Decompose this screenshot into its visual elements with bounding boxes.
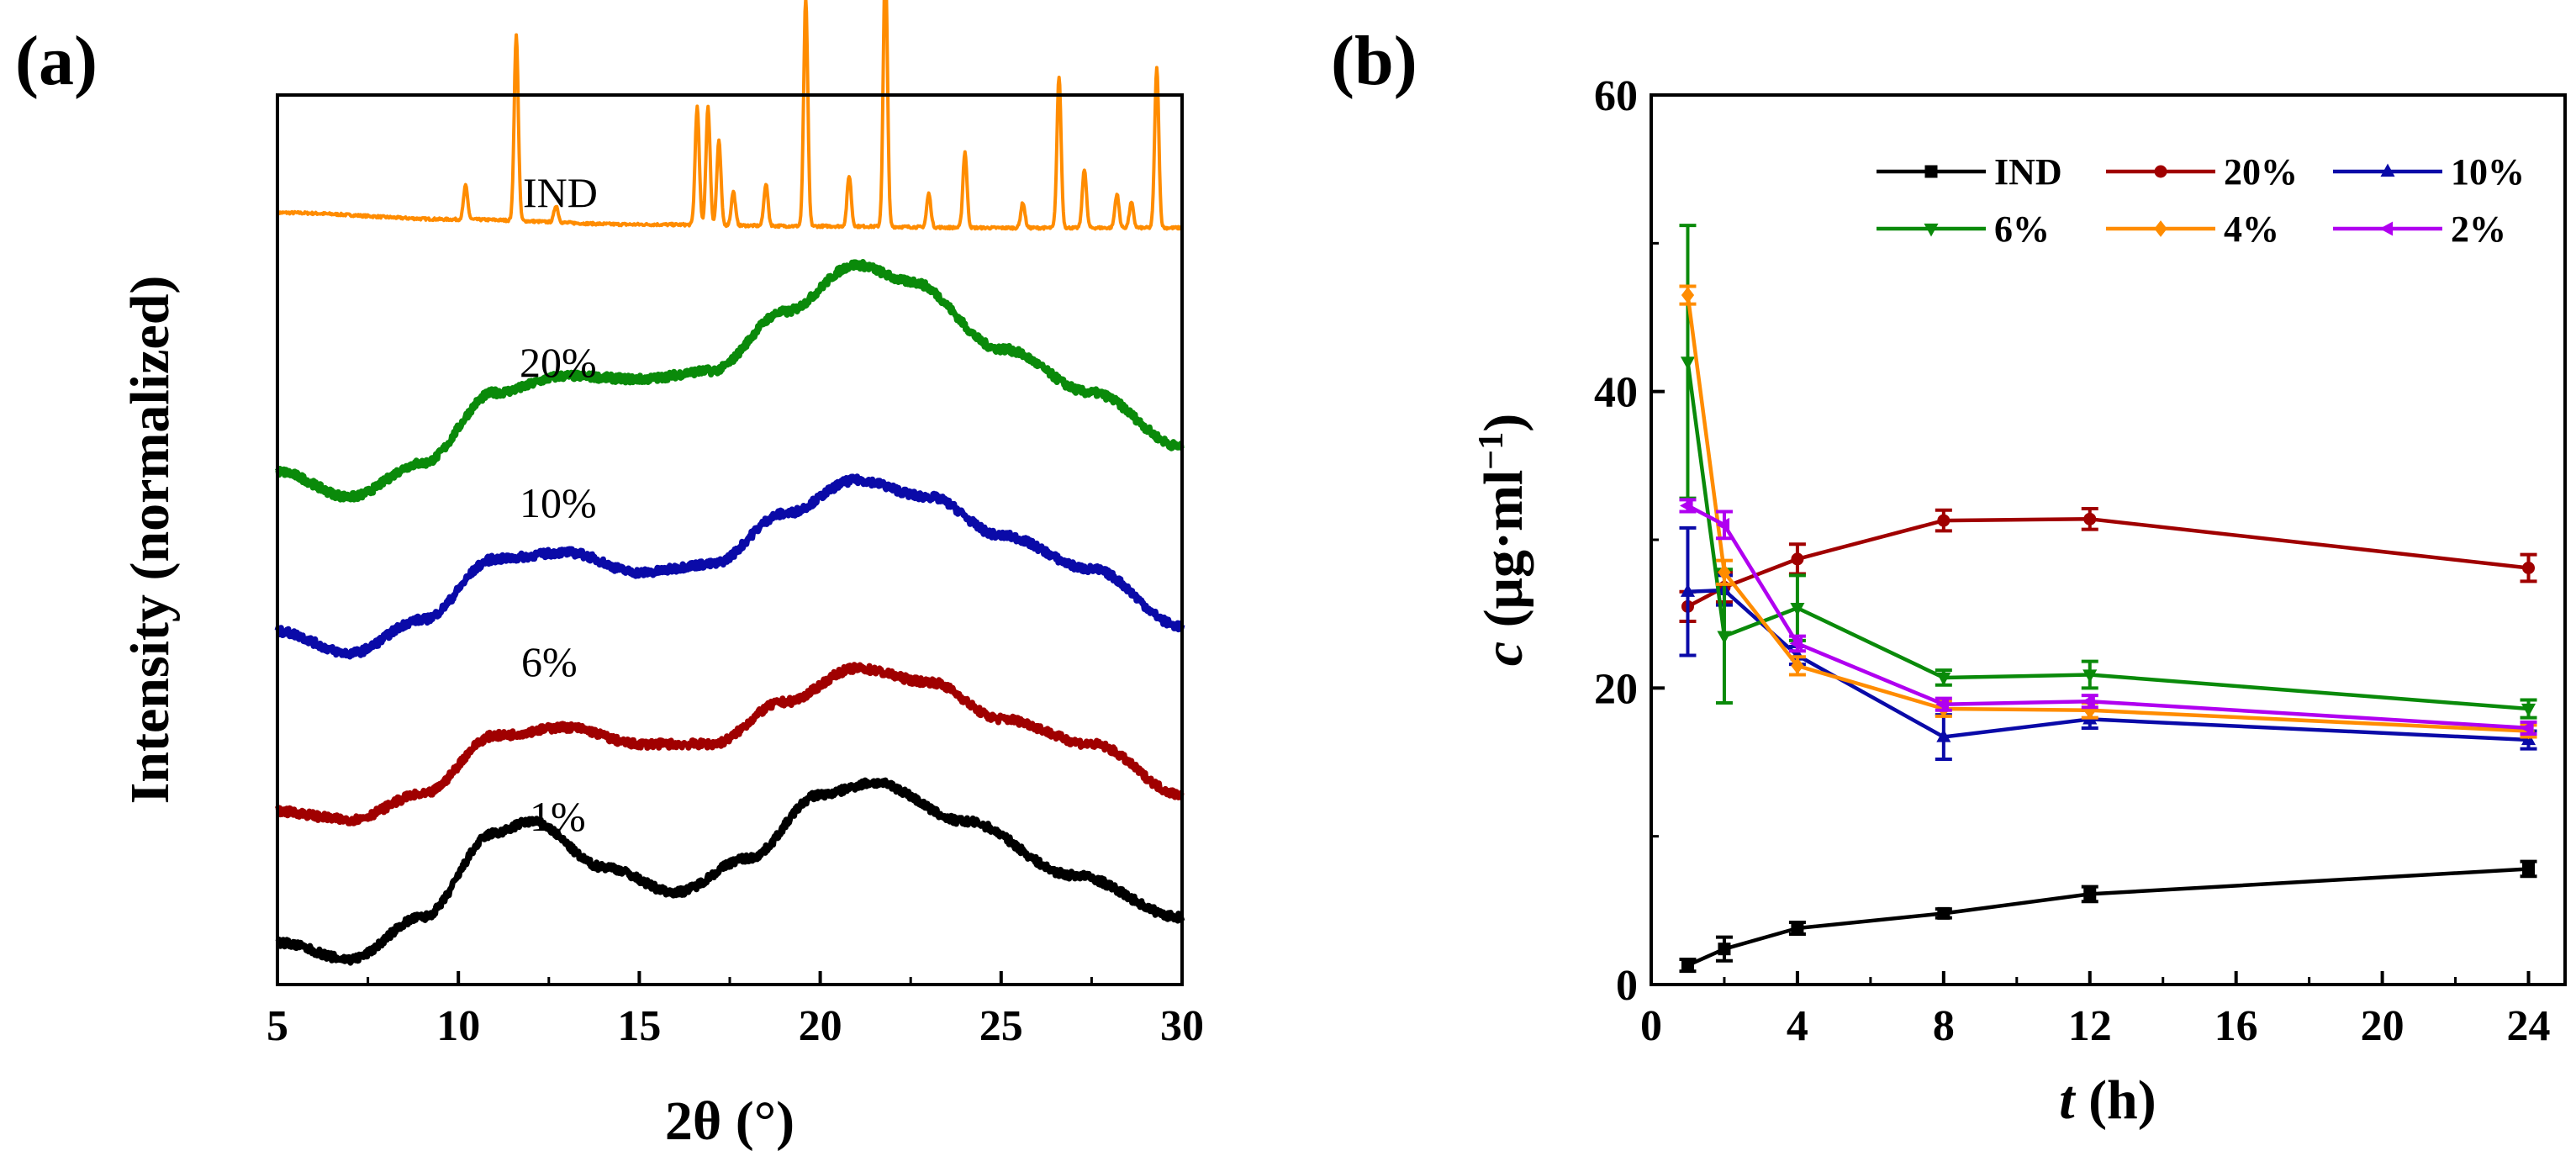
legend-label: IND: [1994, 151, 2062, 193]
xrd-trace-20pct: [274, 259, 1185, 503]
series-line-20pct: [1687, 517, 2529, 609]
legend-marker: [2154, 220, 2167, 237]
trace-label-10pct: 10%: [520, 479, 597, 526]
series-4pct: [1679, 284, 2537, 740]
legend-marker: [2380, 163, 2395, 177]
legend-label: 20%: [2224, 151, 2298, 193]
data-point: [1791, 921, 1804, 935]
panel-b: (b) 0 4 8 12 16 20 24 0 20 40 60 IND 20% 10% 6% 4% 2% t…: [1331, 22, 2567, 1131]
legend-marker: [1924, 165, 1938, 178]
series-line-2pct: [1687, 504, 2529, 731]
panel-b-x-axis-title: t (h): [2059, 1069, 2156, 1131]
data-point: [1791, 657, 1804, 674]
legend-item-20pct: 20%: [2106, 151, 2298, 193]
data-point: [2521, 721, 2534, 736]
panel-a-label: (a): [15, 22, 98, 100]
panel-b-series: [1679, 224, 2537, 974]
data-point: [1791, 552, 1804, 566]
trace-label-1pct: 1%: [530, 793, 586, 840]
panel-b-label: (b): [1331, 22, 1417, 100]
xrd-trace-10pct: [274, 473, 1185, 660]
xrd-trace-ind: [276, 0, 1184, 231]
x-tick-label: 5: [267, 1002, 288, 1050]
legend-item-6pct: 6%: [1877, 209, 2050, 250]
panel-a: (a) 5 10 15 20 25 30 IND 20% 10% 6% 1% 2θ (°) Int…: [15, 0, 1204, 1152]
x-tick-label: 24: [2507, 1002, 2551, 1050]
panel-a-x-ticks: 5 10 15 20 25 30: [267, 971, 1204, 1050]
data-point: [2082, 669, 2098, 683]
legend-item-10pct: 10%: [2333, 151, 2525, 193]
x-tick-label: 30: [1160, 1002, 1204, 1050]
trace-label-20pct: 20%: [520, 339, 597, 386]
series-ind: [1679, 859, 2537, 974]
data-point: [1681, 287, 1695, 304]
x-tick-label: 8: [1933, 1002, 1955, 1050]
x-tick-label: 16: [2214, 1002, 2258, 1050]
data-point: [2083, 887, 2097, 900]
y-tick-label: 40: [1594, 369, 1638, 417]
series-line-10pct: [1687, 588, 2529, 742]
x-tick-label: 10: [436, 1002, 480, 1050]
x-tick-label: 15: [617, 1002, 661, 1050]
series-2pct: [1679, 498, 2537, 736]
series-line-6pct: [1686, 362, 2529, 711]
y-tick-label: 0: [1616, 962, 1638, 1010]
data-point: [1680, 584, 1696, 597]
legend-label: 10%: [2451, 151, 2525, 193]
y-tick-label: 60: [1594, 72, 1638, 120]
panel-a-y-axis-title: Intensity (normalized): [119, 276, 181, 805]
y-tick-label: 20: [1594, 665, 1638, 713]
data-point: [1716, 517, 1730, 532]
panel-b-legend: IND 20% 10% 6% 4% 2%: [1877, 151, 2525, 250]
legend-marker: [2379, 221, 2394, 236]
data-point: [1718, 943, 1731, 956]
data-point: [1717, 631, 1732, 645]
data-point: [2082, 694, 2095, 709]
legend-label: 6%: [1994, 209, 2050, 250]
series-line-4pct: [1686, 294, 2529, 733]
panel-a-trace-labels: IND 20% 10% 6% 1%: [520, 169, 598, 840]
panel-b-y-axis-title: c (μg·ml−1): [1472, 414, 1534, 666]
data-point: [1789, 636, 1803, 651]
x-tick-label: 4: [1787, 1002, 1808, 1050]
legend-label: 4%: [2224, 209, 2279, 250]
x-tick-label: 25: [979, 1002, 1023, 1050]
legend-item-ind: IND: [1877, 151, 2062, 193]
data-point: [1937, 906, 1950, 920]
xrd-trace-6pct: [274, 662, 1185, 826]
legend-marker: [1924, 223, 1939, 237]
data-point: [1680, 356, 1696, 370]
data-point: [2521, 703, 2536, 717]
data-point: [2083, 512, 2097, 525]
data-point: [1680, 498, 1693, 513]
data-point: [1718, 563, 1731, 581]
trace-label-6pct: 6%: [521, 638, 578, 685]
data-point: [1935, 697, 1949, 712]
x-tick-label: 12: [2068, 1002, 2112, 1050]
legend-marker: [2154, 165, 2167, 178]
xrd-traces: [274, 0, 1185, 966]
series-line-ind: [1687, 867, 2529, 968]
xrd-trace-1pct: [275, 777, 1185, 966]
trace-label-ind: IND: [523, 169, 598, 216]
data-point: [2522, 862, 2536, 875]
x-tick-label: 20: [2361, 1002, 2404, 1050]
data-point: [1936, 672, 1951, 686]
legend-label: 2%: [2451, 209, 2506, 250]
panel-b-ticks: 0 4 8 12 16 20 24 0 20 40 60: [1594, 72, 2551, 1050]
series-6pct: [1679, 224, 2537, 720]
data-point: [1681, 958, 1694, 972]
series-20pct: [1679, 506, 2537, 623]
legend-item-2pct: 2%: [2333, 209, 2506, 250]
legend-item-4pct: 4%: [2106, 209, 2279, 250]
data-point: [1936, 729, 1951, 742]
data-point: [1937, 514, 1950, 527]
x-tick-label: 20: [799, 1002, 842, 1050]
data-point: [2522, 562, 2536, 575]
x-tick-label: 0: [1640, 1002, 1662, 1050]
data-point: [1790, 603, 1805, 616]
panel-a-x-axis-title: 2θ (°): [665, 1090, 794, 1152]
